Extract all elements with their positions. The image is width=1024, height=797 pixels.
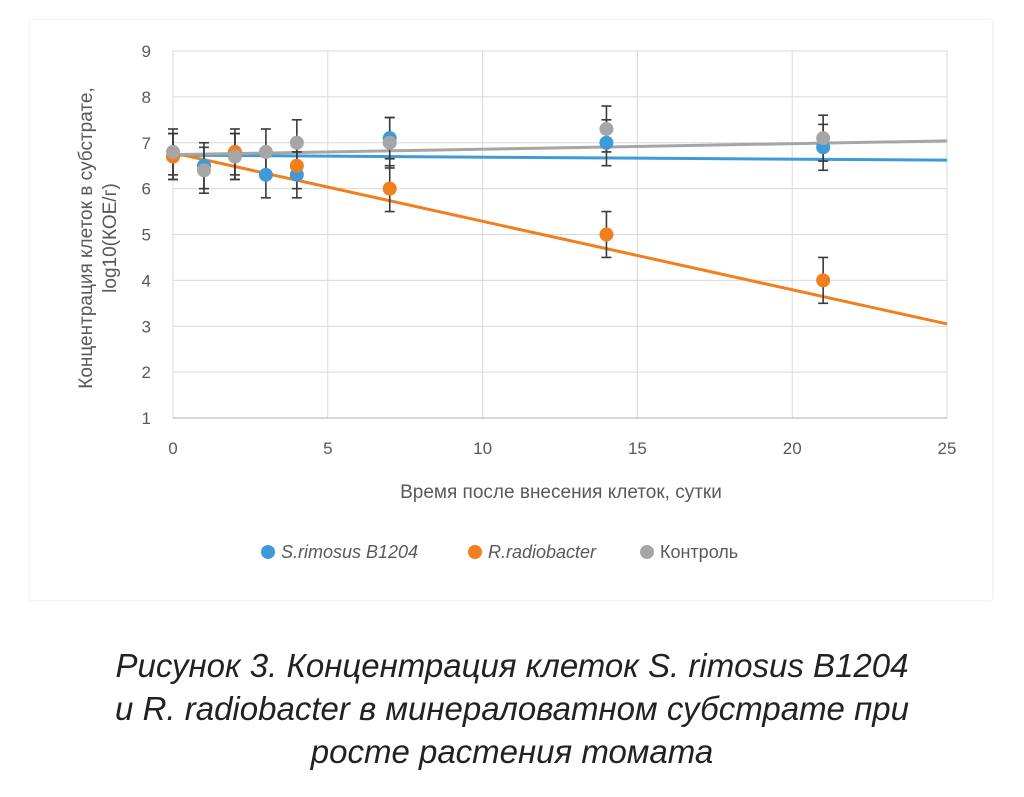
x-tick-label: 15 — [628, 439, 647, 458]
data-point — [816, 131, 831, 146]
data-point — [258, 144, 273, 159]
legend-marker — [468, 545, 482, 559]
figure-caption: Рисунок 3. Концентрация клеток S. rimosu… — [40, 644, 984, 773]
x-tick-label: 20 — [783, 439, 802, 458]
data-point — [382, 135, 397, 150]
data-point — [196, 163, 211, 178]
trendlines — [172, 139, 948, 326]
y-tick-label: 3 — [142, 317, 151, 336]
caption-line-2: и R. radiobacter в минераловатном субстр… — [115, 690, 909, 727]
axes: 1 2 3 4 5 6 7 8 9 0 5 10 15 20 25 — [142, 42, 957, 458]
caption-line-1: Рисунок 3. Концентрация клеток S. rimosu… — [115, 647, 909, 684]
x-tick-label: 10 — [473, 439, 492, 458]
chart: 1 2 3 4 5 6 7 8 9 0 5 10 15 20 25 Концентрация клеток … — [76, 42, 957, 562]
y-tick-label: 2 — [142, 363, 151, 382]
chart-card: 1 2 3 4 5 6 7 8 9 0 5 10 15 20 25 Концентрация клеток … — [30, 20, 992, 600]
data-point — [258, 167, 273, 182]
y-tick-label: 9 — [142, 42, 151, 61]
grid — [172, 50, 948, 418]
trendline — [172, 151, 948, 326]
error-bars — [168, 105, 829, 305]
y-tick-label: 1 — [142, 409, 151, 428]
data-point — [599, 135, 614, 150]
caption-line-3: росте растения томата — [310, 733, 714, 770]
data-point — [816, 273, 831, 288]
data-point — [599, 121, 614, 136]
data-point — [382, 181, 397, 196]
data-point — [289, 135, 304, 150]
y-axis-label: Концентрация клеток в субстрате, — [76, 87, 97, 388]
data-points — [166, 121, 831, 288]
legend: S.rimosus B1204 R.radiobacter Контроль — [261, 542, 738, 562]
legend-label: S.rimosus B1204 — [281, 542, 418, 562]
y-tick-label: 7 — [142, 134, 151, 153]
legend-marker — [261, 545, 275, 559]
y-tick-label: 8 — [142, 88, 151, 107]
trendline — [172, 153, 948, 162]
data-point — [599, 227, 614, 242]
x-axis-label: Время после внесения клеток, сутки — [400, 482, 722, 503]
data-point — [227, 149, 242, 164]
legend-label: R.radiobacter — [488, 542, 597, 562]
y-tick-label: 4 — [142, 271, 151, 290]
y-tick-label: 5 — [142, 226, 151, 245]
x-tick-label: 5 — [323, 439, 332, 458]
x-tick-label: 0 — [168, 439, 177, 458]
y-axis-label-unit: log10(КОЕ/г) — [100, 183, 121, 293]
data-point — [289, 158, 304, 173]
y-tick-label: 6 — [142, 180, 151, 199]
legend-label: Контроль — [660, 542, 738, 562]
data-point — [166, 144, 180, 159]
x-tick-label: 25 — [938, 439, 957, 458]
legend-marker — [640, 545, 654, 559]
